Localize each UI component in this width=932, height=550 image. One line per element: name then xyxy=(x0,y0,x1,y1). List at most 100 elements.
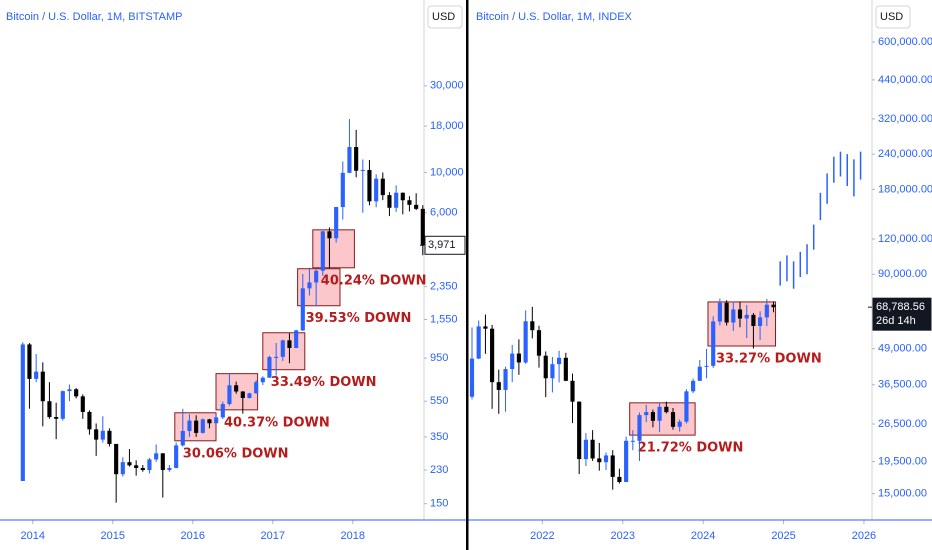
candle-body xyxy=(731,309,736,323)
candle-body xyxy=(483,326,488,329)
candle-body xyxy=(107,430,112,444)
candle-body xyxy=(624,440,629,483)
candle-body xyxy=(367,169,372,202)
y-tick-label: 36,500.00 xyxy=(878,379,927,391)
y-tick-label: 49,000.00 xyxy=(878,343,927,355)
candle-body xyxy=(420,208,425,246)
drawdown-label: 21.72% DOWN xyxy=(638,441,744,456)
candle-body xyxy=(691,380,696,392)
candle-body xyxy=(597,458,602,463)
y-tick-label: 600,000.00 xyxy=(878,36,932,48)
candle-body xyxy=(314,270,319,283)
candle-body xyxy=(617,476,622,483)
candle-body xyxy=(758,317,763,326)
candle-body xyxy=(207,419,212,424)
x-tick-label: 2022 xyxy=(530,530,554,542)
candle-body xyxy=(274,356,279,358)
panel-separator xyxy=(466,0,469,550)
currency-box xyxy=(427,5,463,29)
y-tick-label: 30,000 xyxy=(430,80,464,92)
candle-body xyxy=(711,321,716,366)
candle-body xyxy=(74,389,79,397)
y-tick-label: 120,000.00 xyxy=(878,233,932,245)
last-price-tag xyxy=(424,235,466,255)
candle-body xyxy=(307,282,312,289)
chart-title: Bitcoin / U.S. Dollar, 1M, INDEX xyxy=(476,11,633,23)
y-tick-label: 15,000.00 xyxy=(878,488,927,500)
y-tick-label: 350 xyxy=(430,431,448,443)
candle-body xyxy=(704,365,709,367)
candle-body xyxy=(200,419,205,433)
candle-body xyxy=(697,366,702,381)
y-tick-label: 19,500.00 xyxy=(878,455,927,467)
candle-body xyxy=(557,357,562,365)
candle-body xyxy=(260,377,265,383)
candle-body xyxy=(120,462,125,475)
candle-body xyxy=(523,321,528,363)
candle-body xyxy=(536,330,542,356)
y-tick-label: 6,000 xyxy=(430,207,458,219)
candle-body xyxy=(637,415,642,441)
candle-body xyxy=(476,326,481,359)
candle-body xyxy=(334,207,339,239)
y-tick-label: 240,000.00 xyxy=(878,148,932,160)
candle-body xyxy=(387,195,392,208)
y-tick-label: 550 xyxy=(430,395,448,407)
candle-body xyxy=(380,178,385,196)
x-tick-label: 2023 xyxy=(611,530,635,542)
candle-body xyxy=(347,147,352,173)
candle-body xyxy=(543,355,548,379)
candle-body xyxy=(610,455,615,477)
candle-body xyxy=(764,304,769,318)
candle-body xyxy=(187,420,192,432)
x-tick-label: 2025 xyxy=(771,530,795,542)
candle-body xyxy=(657,406,662,421)
candle-body xyxy=(360,169,365,171)
candle-body xyxy=(27,344,32,379)
chart-title: Bitcoin / U.S. Dollar, 1M, BITSTAMP xyxy=(6,11,182,23)
x-tick-label: 2016 xyxy=(181,530,205,542)
candle-body xyxy=(147,459,152,470)
candle-body xyxy=(496,382,501,390)
candle-body xyxy=(684,391,689,422)
candle-body xyxy=(400,192,405,201)
currency-label: USD xyxy=(880,11,903,23)
candle-body xyxy=(717,302,722,322)
drawdown-label: 33.49% DOWN xyxy=(271,375,377,390)
candle-body xyxy=(167,467,172,470)
candle-body xyxy=(94,429,99,440)
candle-body xyxy=(80,396,85,412)
candle-body xyxy=(650,412,655,421)
y-tick-label: 320,000.00 xyxy=(878,113,932,125)
candle-body xyxy=(563,357,568,381)
y-tick-label: 440,000.00 xyxy=(878,74,932,86)
candle-body xyxy=(603,455,609,463)
candle-body xyxy=(134,465,139,468)
y-tick-label: 230 xyxy=(430,464,448,476)
candle-body xyxy=(114,443,119,475)
candle-body xyxy=(174,445,179,468)
candle-body xyxy=(154,453,159,460)
candle-body xyxy=(630,440,635,442)
x-tick-label: 2024 xyxy=(691,530,715,542)
candle-body xyxy=(227,385,232,404)
candle-body xyxy=(47,401,52,418)
candle-body xyxy=(570,380,575,402)
candle-body xyxy=(490,328,495,383)
candle-body xyxy=(414,204,419,209)
last-price-label: 3,971 xyxy=(428,239,456,251)
x-tick-label: 2018 xyxy=(341,530,365,542)
x-tick-label: 2015 xyxy=(101,530,125,542)
last-price-tag xyxy=(872,297,932,331)
drawdown-box xyxy=(312,229,355,269)
candle-body xyxy=(354,147,359,171)
candle-body xyxy=(60,391,65,419)
y-tick-label: 90,000.00 xyxy=(878,268,927,280)
candle-body xyxy=(340,172,345,208)
x-tick-label: 2017 xyxy=(261,530,285,542)
candle-body xyxy=(644,412,649,416)
candle-body xyxy=(583,439,589,460)
candle-body xyxy=(40,371,45,402)
